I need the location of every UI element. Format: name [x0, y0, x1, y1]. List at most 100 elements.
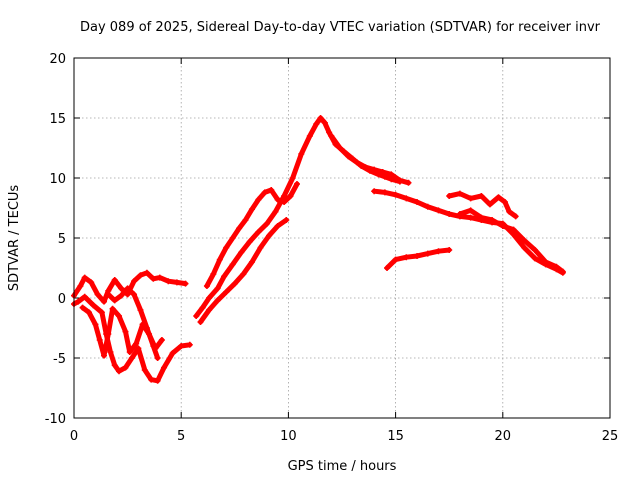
data-point	[165, 278, 172, 285]
data-point	[381, 189, 388, 196]
data-point	[248, 206, 255, 213]
data-point	[446, 211, 453, 217]
data-point	[246, 238, 253, 245]
data-point	[268, 187, 275, 193]
data-point	[467, 195, 474, 202]
data-point	[111, 297, 118, 304]
data-point	[521, 244, 528, 251]
data-point	[274, 196, 281, 203]
data-point	[96, 337, 103, 343]
data-point	[283, 217, 290, 223]
data-point	[81, 293, 88, 300]
data-point	[392, 256, 399, 263]
data-point	[486, 201, 493, 208]
data-point	[255, 196, 262, 203]
data-point	[510, 226, 517, 233]
data-point	[109, 305, 116, 312]
y-tick-label: 5	[58, 232, 66, 247]
data-point	[403, 195, 410, 202]
data-point	[137, 272, 144, 279]
data-point	[193, 313, 200, 319]
series-tail-upper	[328, 133, 411, 186]
data-point	[143, 325, 150, 331]
data-point	[92, 321, 99, 328]
data-point	[456, 211, 463, 217]
data-point	[90, 302, 97, 309]
data-point	[77, 283, 84, 289]
data-point	[229, 261, 236, 268]
data-point	[345, 153, 352, 160]
data-point	[248, 259, 255, 265]
data-point	[313, 121, 320, 127]
data-point	[424, 203, 431, 210]
data-point	[414, 253, 421, 259]
data-point	[281, 199, 288, 205]
data-point	[137, 307, 144, 313]
data-point	[379, 169, 386, 175]
data-series	[71, 115, 566, 384]
x-tick-label: 5	[177, 429, 185, 444]
data-point	[467, 207, 474, 214]
data-point	[178, 343, 185, 349]
data-point	[435, 207, 442, 214]
x-tick-label: 20	[495, 429, 512, 444]
data-point	[223, 244, 230, 251]
y-tick-label: -10	[45, 412, 66, 427]
data-point	[126, 349, 133, 355]
y-tick-label: -5	[53, 352, 66, 367]
data-point	[405, 179, 412, 186]
y-tick-label: 15	[49, 112, 66, 127]
data-point	[435, 248, 442, 255]
data-point	[240, 271, 247, 277]
data-point	[161, 364, 168, 371]
data-point	[321, 119, 328, 126]
data-point	[124, 285, 131, 292]
data-point	[242, 217, 249, 223]
data-point	[531, 247, 538, 253]
data-point	[148, 376, 155, 383]
data-point	[186, 341, 193, 348]
data-point	[118, 292, 125, 299]
data-point	[128, 355, 135, 361]
x-tick-label: 0	[70, 429, 78, 444]
data-point	[521, 237, 528, 244]
data-point	[298, 151, 305, 157]
data-point	[111, 277, 118, 283]
data-point	[173, 279, 180, 286]
data-point	[86, 309, 93, 316]
data-point	[478, 214, 485, 221]
data-point	[446, 193, 453, 199]
data-point	[371, 166, 378, 173]
data-point	[156, 274, 163, 281]
data-point	[255, 229, 262, 235]
data-point	[287, 193, 294, 199]
data-point	[388, 171, 395, 178]
grid	[74, 58, 610, 418]
data-point	[263, 220, 270, 227]
data-point	[150, 275, 157, 282]
data-point	[101, 298, 108, 305]
data-point	[414, 199, 421, 205]
x-tick-label: 25	[602, 429, 619, 444]
data-point	[154, 377, 161, 384]
data-point	[512, 213, 519, 220]
y-tick-labels: -10 -5 0 5 10 15 20	[45, 52, 66, 427]
data-point	[105, 331, 112, 337]
data-point	[559, 268, 566, 275]
y-axis-label: SDTVAR / TECUs	[7, 185, 22, 292]
data-point	[101, 352, 108, 359]
data-point	[392, 191, 399, 198]
data-point	[122, 328, 129, 335]
x-tick-label: 10	[280, 429, 297, 444]
data-point	[81, 274, 88, 281]
data-point	[306, 133, 313, 139]
data-point	[150, 343, 157, 349]
data-point	[98, 309, 105, 316]
data-point	[272, 208, 279, 215]
data-point	[154, 355, 161, 361]
data-point	[169, 350, 176, 357]
data-point	[293, 181, 300, 187]
data-point	[88, 279, 95, 286]
data-point	[79, 304, 86, 311]
data-point	[506, 208, 513, 215]
